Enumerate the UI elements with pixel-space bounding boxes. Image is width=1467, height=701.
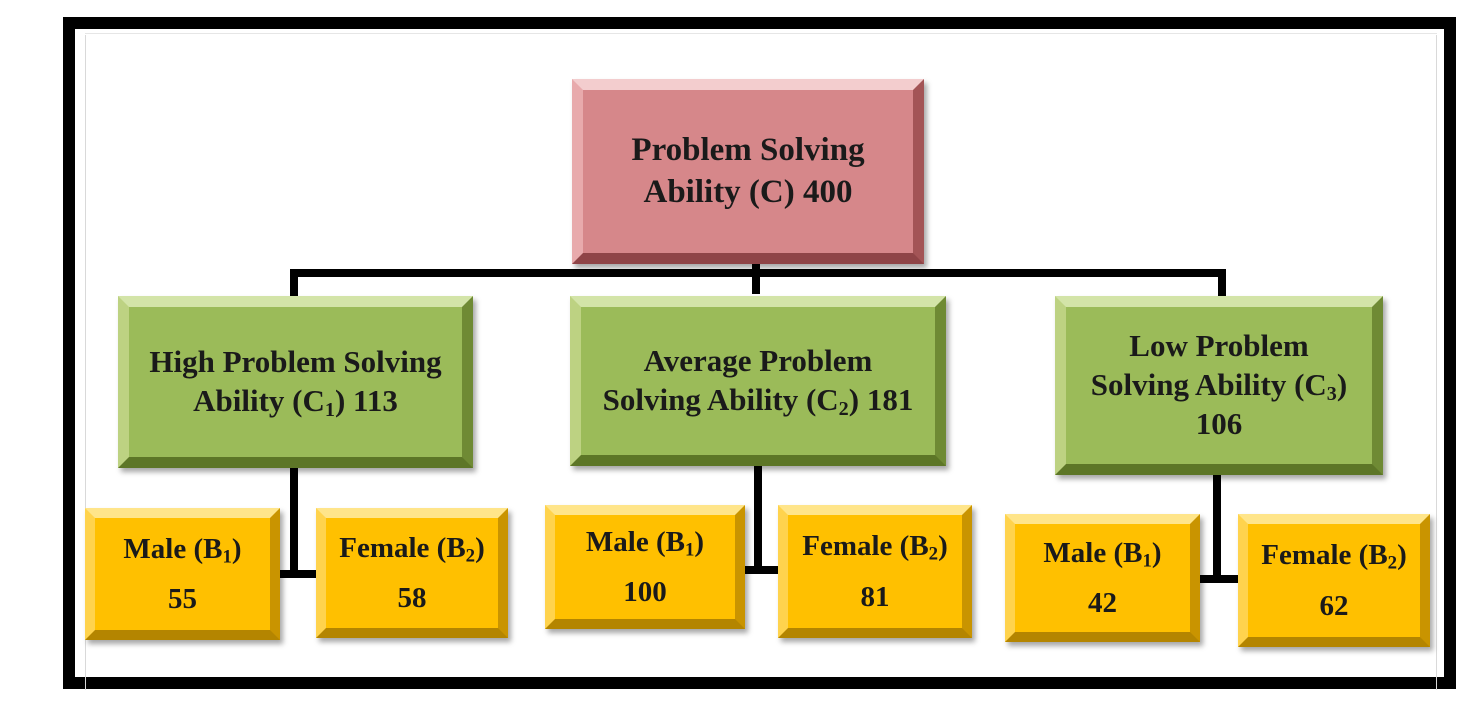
leaf-high-female: Female (B2) 58 [316,508,508,638]
group-average-line-2-text: Solving Ability (C [602,382,839,417]
group-average-line-1: Average Problem [643,343,873,379]
connector-group-3-down [1213,473,1221,583]
group-node-average: Average Problem Solving Ability (C2) 181 [570,296,946,466]
leaf-low-male-subscript: 1 [1142,550,1152,572]
leaf-high-female-label-close: ) [475,531,485,564]
leaf-high-female-label: Female (B2) [339,530,485,566]
leaf-high-male-label-close: ) [231,532,242,565]
leaf-high-female-label-text: Female (B [339,531,466,564]
leaf-average-male-label: Male (B1) [586,524,704,560]
leaf-low-male-label-text: Male (B [1043,536,1143,569]
group-high-line-2: Ability (C1) 113 [193,382,398,421]
root-node: Problem Solving Ability (C) 400 [572,79,924,264]
connector-group-2-leaves [742,566,784,574]
leaf-average-male: Male (B1) 100 [545,505,745,629]
leaf-low-female-label-text: Female (B [1261,539,1388,572]
group-low-subscript: 3 [1326,383,1337,406]
group-low-line-1: Low Problem [1129,328,1309,364]
root-line-1: Problem Solving [631,132,865,169]
connector-group-1-leaves [278,570,323,578]
group-average-line-2-value: ) 181 [848,382,914,417]
group-high-line-1: High Problem Solving [149,344,442,380]
connector-group-3-leaves [1195,575,1243,583]
root-line-2: Ability (C) 400 [643,173,853,210]
leaf-average-male-subscript: 1 [684,539,695,561]
connector-horizontal-bar [290,269,1226,277]
leaf-average-female-label-close: ) [938,530,948,563]
leaf-low-male-label: Male (B1) [1043,535,1161,571]
leaf-high-male-subscript: 1 [222,546,232,568]
connector-group-2-down [754,462,762,574]
leaf-average-female-value: 81 [860,580,890,613]
leaf-low-female: Female (B2) 62 [1238,514,1430,647]
leaf-low-male: Male (B1) 42 [1005,514,1200,642]
group-average-line-2: Solving Ability (C2) 181 [603,381,914,420]
inner-border-top [85,33,1437,34]
group-low-line-2: Solving Ability (C3) [1091,366,1347,405]
leaf-average-female: Female (B2) 81 [778,505,972,638]
leaf-low-female-value: 62 [1319,589,1349,622]
leaf-low-female-label: Female (B2) [1261,537,1407,573]
group-node-low: Low Problem Solving Ability (C3) 106 [1055,296,1383,475]
leaf-low-male-value: 42 [1088,587,1117,619]
leaf-average-male-label-text: Male (B [585,525,685,558]
leaf-low-female-subscript: 2 [1387,552,1398,574]
leaf-low-male-label-close: ) [1151,536,1162,569]
leaf-high-male: Male (B1) 55 [85,508,280,640]
group-high-subscript: 1 [324,399,335,422]
leaf-average-female-label-text: Female (B [802,530,929,563]
group-average-subscript: 2 [838,398,849,421]
leaf-high-male-label-text: Male (B [123,532,223,565]
leaf-low-female-label-close: ) [1397,539,1407,572]
connector-to-group-1 [290,269,298,301]
leaf-average-female-subscript: 2 [928,543,939,565]
group-low-line-2-text: Solving Ability (C [1090,367,1327,403]
leaf-high-male-value: 55 [168,583,197,615]
leaf-high-female-subscript: 2 [465,545,476,567]
leaf-average-female-label: Female (B2) [802,528,948,564]
connector-group-1-down [290,466,298,578]
inner-border-right [1436,35,1437,690]
leaf-average-male-value: 100 [623,576,667,608]
group-low-line-3: 106 [1195,405,1243,441]
group-high-line-2-text: Ability (C [193,383,325,418]
connector-to-group-3 [1218,269,1226,301]
connector-root-down [752,262,760,294]
inner-border-left [85,35,86,690]
leaf-high-female-value: 58 [397,582,427,614]
group-node-high: High Problem Solving Ability (C1) 113 [118,296,473,468]
leaf-average-male-label-close: ) [694,525,705,558]
leaf-high-male-label: Male (B1) [123,531,241,567]
group-high-line-2-value: ) 113 [334,383,398,418]
group-low-line-2-close: ) [1336,367,1348,403]
